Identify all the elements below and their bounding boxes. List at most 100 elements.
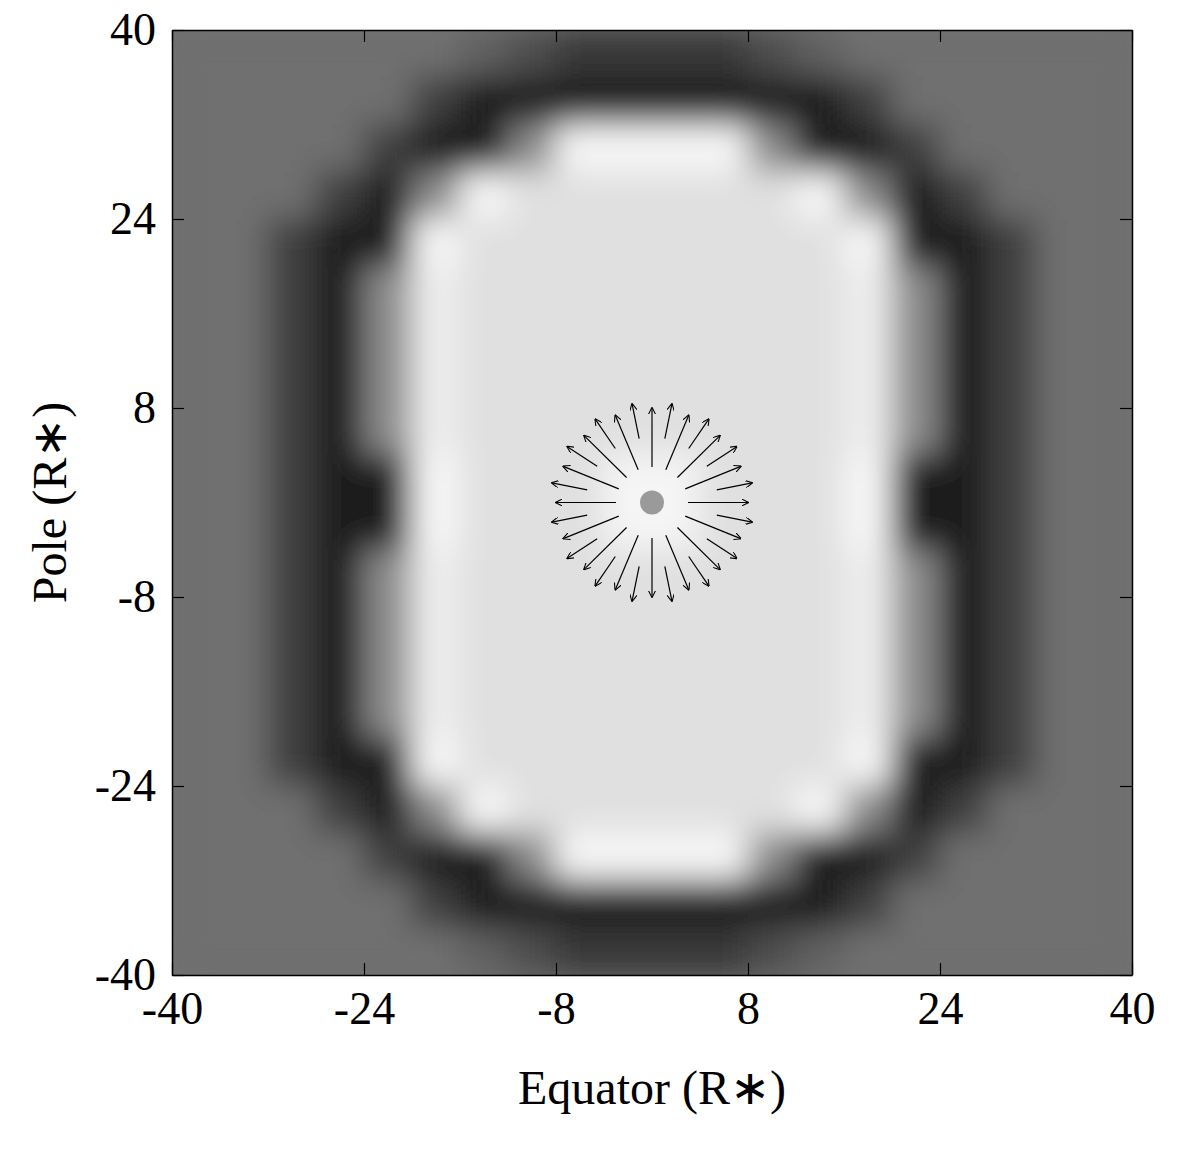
density-cell xyxy=(364,219,413,267)
density-cell xyxy=(172,502,221,550)
density-cell xyxy=(220,549,269,597)
y-axis-right xyxy=(1120,31,1133,976)
tick xyxy=(1120,408,1132,409)
density-cell xyxy=(1036,786,1085,834)
density-cell xyxy=(844,880,893,928)
density-cell xyxy=(556,880,605,928)
density-cell xyxy=(940,360,989,408)
density-cell xyxy=(940,549,989,597)
density-cell xyxy=(316,360,365,408)
density-cell xyxy=(1084,833,1133,881)
density-cell xyxy=(748,171,797,219)
density-cell xyxy=(220,219,269,267)
density-cell xyxy=(460,30,509,78)
density-cell xyxy=(1084,30,1133,78)
density-cell xyxy=(844,833,893,881)
density-cell xyxy=(892,786,941,834)
density-cell xyxy=(508,313,557,361)
density-cell xyxy=(1036,171,1085,219)
density-cell xyxy=(604,786,653,834)
density-cell xyxy=(460,786,509,834)
tick-mark xyxy=(1120,786,1132,787)
density-cell xyxy=(556,927,605,975)
density-cell xyxy=(748,549,797,597)
density-cell xyxy=(316,313,365,361)
density-cell xyxy=(364,644,413,692)
density-cell xyxy=(412,786,461,834)
density-cell xyxy=(364,597,413,645)
density-cell xyxy=(508,408,557,456)
tick-label: -40 xyxy=(95,949,156,1000)
density-cell xyxy=(1036,927,1085,975)
density-cell xyxy=(892,124,941,172)
tick-label: -8 xyxy=(118,571,156,622)
density-cell xyxy=(988,502,1037,550)
density-cell xyxy=(268,833,317,881)
velocity-arrow xyxy=(552,483,587,490)
density-cell xyxy=(268,171,317,219)
density-cell xyxy=(988,171,1037,219)
density-cell xyxy=(268,927,317,975)
tick xyxy=(1120,30,1132,31)
density-cell xyxy=(268,880,317,928)
density-cell xyxy=(748,313,797,361)
density-cell xyxy=(556,455,605,503)
velocity-arrow xyxy=(632,404,639,439)
density-cell xyxy=(700,927,749,975)
density-cell xyxy=(460,77,509,125)
density-cell xyxy=(268,360,317,408)
density-cell xyxy=(412,597,461,645)
density-cell xyxy=(700,833,749,881)
density-cell xyxy=(988,408,1037,456)
density-cell xyxy=(604,171,653,219)
density-cell xyxy=(1036,691,1085,739)
background xyxy=(172,30,1132,975)
density-cell xyxy=(844,266,893,314)
density-cell xyxy=(748,408,797,456)
density-cell xyxy=(796,927,845,975)
density-cell xyxy=(412,502,461,550)
density-cell xyxy=(412,313,461,361)
tick-mark xyxy=(172,219,184,220)
x-axis-top xyxy=(173,30,1133,42)
density-cell xyxy=(652,833,701,881)
density-cell xyxy=(556,77,605,125)
y-axis-title: Pole (R∗) xyxy=(23,402,77,603)
density-cell xyxy=(1084,644,1133,692)
density-cell xyxy=(1036,738,1085,786)
density-cell xyxy=(748,360,797,408)
density-map xyxy=(172,30,1132,975)
density-cell xyxy=(844,502,893,550)
density-cell xyxy=(268,313,317,361)
density-cell xyxy=(412,833,461,881)
tick-mark xyxy=(556,30,557,42)
density-cell xyxy=(412,691,461,739)
tick: 8 xyxy=(737,963,760,1034)
velocity-arrow xyxy=(666,535,689,590)
density-cell xyxy=(460,408,509,456)
density-cell xyxy=(748,124,797,172)
tick-mark xyxy=(1120,408,1132,409)
density-cell xyxy=(844,124,893,172)
density-cell xyxy=(844,171,893,219)
density-cell xyxy=(412,219,461,267)
density-cell xyxy=(700,455,749,503)
density-cell xyxy=(796,408,845,456)
density-cell xyxy=(940,455,989,503)
density-cell xyxy=(316,880,365,928)
density-cell xyxy=(796,786,845,834)
density-cell xyxy=(556,786,605,834)
tick: 8 xyxy=(133,382,184,433)
density-cell xyxy=(364,313,413,361)
density-cell xyxy=(316,408,365,456)
density-cell xyxy=(892,171,941,219)
chart: -40-24-882440-40-24-882440Equator (R∗)Po… xyxy=(0,0,1188,1150)
density-cell xyxy=(1084,360,1133,408)
density-cell xyxy=(1084,738,1133,786)
density-cell xyxy=(364,738,413,786)
density-cell xyxy=(508,360,557,408)
density-cell xyxy=(172,786,221,834)
density-cell xyxy=(220,77,269,125)
density-cell xyxy=(556,124,605,172)
density-cell xyxy=(220,786,269,834)
